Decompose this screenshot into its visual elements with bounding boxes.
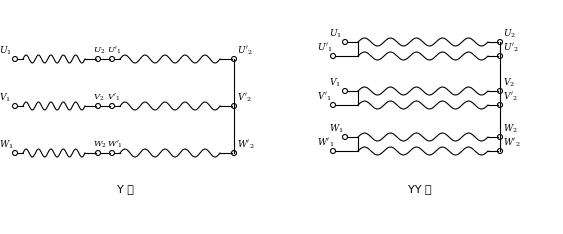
Text: $V'_1$: $V'_1$	[107, 91, 120, 103]
Text: $U'_2$: $U'_2$	[503, 41, 519, 54]
Text: $V'_1$: $V'_1$	[317, 91, 332, 103]
Text: $V_2$: $V_2$	[93, 93, 104, 103]
Text: $U'_1$: $U'_1$	[317, 41, 333, 54]
Text: $W'_2$: $W'_2$	[503, 136, 521, 149]
Text: $W_1$: $W_1$	[329, 123, 343, 135]
Text: $V_1$: $V_1$	[329, 77, 341, 89]
Text: $W_1$: $W_1$	[0, 139, 14, 151]
Text: $W'_1$: $W'_1$	[317, 136, 334, 149]
Text: $W'_2$: $W'_2$	[237, 139, 254, 151]
Text: $V'_2$: $V'_2$	[237, 91, 252, 104]
Text: $V'_2$: $V'_2$	[503, 91, 518, 103]
Text: $U_2$: $U_2$	[93, 46, 105, 56]
Text: $V_2$: $V_2$	[503, 77, 515, 89]
Text: $W_2$: $W_2$	[503, 123, 518, 135]
Text: YY 接: YY 接	[408, 184, 432, 194]
Text: $W_2$: $W_2$	[93, 140, 107, 150]
Text: $W'_1$: $W'_1$	[107, 139, 123, 150]
Text: $U'_1$: $U'_1$	[107, 44, 122, 56]
Text: $U'_2$: $U'_2$	[237, 44, 253, 57]
Text: Y 接: Y 接	[117, 184, 133, 194]
Text: $U_2$: $U_2$	[503, 28, 516, 40]
Text: $U_1$: $U_1$	[329, 28, 342, 40]
Text: $V_1$: $V_1$	[0, 91, 11, 104]
Text: $U_1$: $U_1$	[0, 44, 12, 57]
